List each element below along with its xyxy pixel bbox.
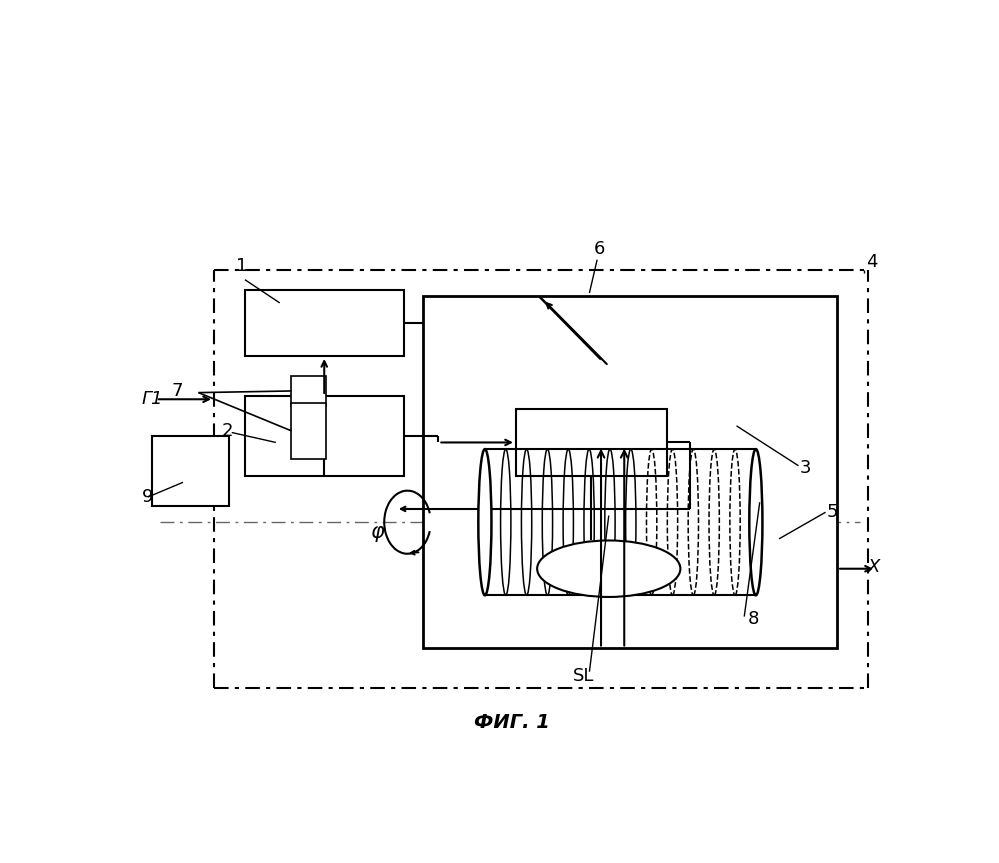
Text: 7: 7 xyxy=(172,381,183,400)
Text: φ: φ xyxy=(371,522,385,542)
Text: 1: 1 xyxy=(236,257,247,275)
Bar xyxy=(152,436,230,506)
Text: 8: 8 xyxy=(748,610,759,628)
Ellipse shape xyxy=(537,540,680,597)
Text: 2: 2 xyxy=(222,422,233,440)
Text: X: X xyxy=(868,558,880,576)
Bar xyxy=(515,409,667,476)
Text: 9: 9 xyxy=(142,488,154,506)
Bar xyxy=(245,290,404,356)
Text: SL: SL xyxy=(572,667,593,685)
Text: Г1: Г1 xyxy=(142,390,164,408)
Ellipse shape xyxy=(749,449,762,595)
Text: 4: 4 xyxy=(866,253,877,271)
Text: 5: 5 xyxy=(826,503,838,521)
Ellipse shape xyxy=(479,449,492,595)
Bar xyxy=(292,402,326,459)
Bar xyxy=(245,396,404,476)
Text: 6: 6 xyxy=(594,240,605,258)
Bar xyxy=(292,376,326,406)
Bar xyxy=(423,296,837,648)
Text: 3: 3 xyxy=(800,459,811,476)
Text: ФИГ. 1: ФИГ. 1 xyxy=(475,713,549,732)
